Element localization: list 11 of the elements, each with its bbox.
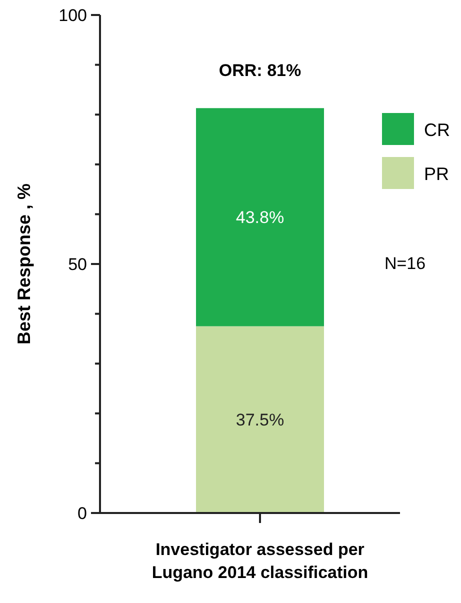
data-label: 43.8% — [236, 208, 284, 228]
legend-label: PR — [424, 164, 450, 184]
y-tick-label: 50 — [68, 255, 87, 274]
legend-label: CR — [424, 120, 450, 140]
annotation: N=16 — [384, 254, 426, 273]
y-axis-title: Best Response , % — [14, 183, 34, 345]
y-tick-label: 0 — [78, 504, 87, 523]
y-tick-label: 100 — [58, 6, 87, 25]
annotation: ORR: 81% — [218, 61, 302, 80]
x-axis-title: Investigator assessed per Lugano 2014 classification — [152, 540, 368, 582]
data-label: 37.5% — [236, 410, 284, 430]
